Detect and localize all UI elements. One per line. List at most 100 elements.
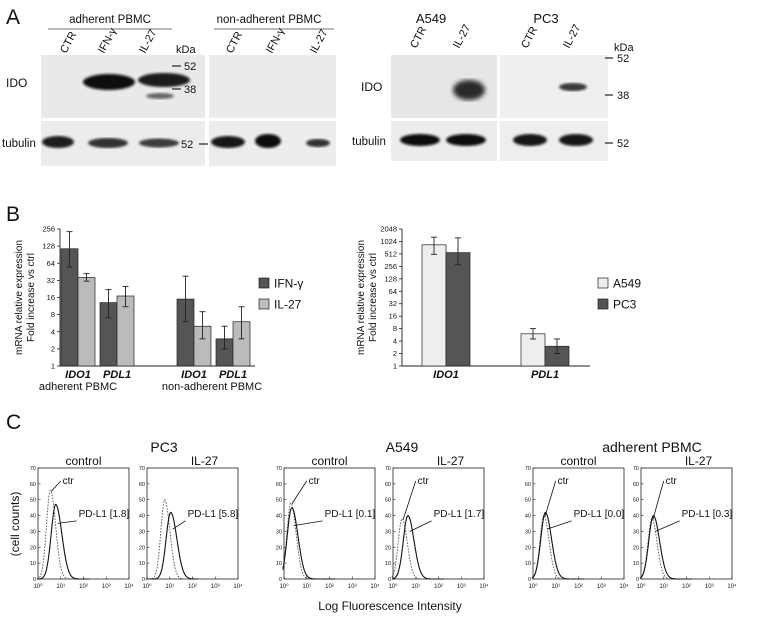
blot-band	[138, 73, 190, 87]
panel-a-label: A	[6, 6, 20, 29]
y-tick-label: 40	[385, 514, 391, 520]
y-tick-label: 1	[393, 362, 397, 371]
ctr-histogram	[36, 489, 90, 580]
annotation-arrow	[291, 480, 307, 505]
y-tick-label: 70	[139, 466, 145, 472]
pdl1-label: PD-L1 [0.0]	[574, 509, 625, 520]
x-tick-label: 10⁰	[142, 583, 152, 590]
blot-band	[453, 80, 485, 100]
x-tick-label: 10³	[597, 584, 606, 590]
blot2-row-label-tubulin: tubulin	[352, 136, 386, 148]
annotation-arrow	[547, 520, 572, 530]
ctr-label: ctr	[418, 476, 430, 487]
pdl1-label: PD-L1 [1.8]	[79, 509, 130, 520]
plot-frame	[283, 467, 376, 580]
x-tick-label: 10¹	[659, 584, 668, 590]
x-tick-label: 10⁴	[370, 583, 380, 590]
y-axis-title: mRNA relative expression	[14, 240, 25, 355]
pdl1-histogram	[391, 515, 445, 580]
y-tick-label: 8	[393, 324, 397, 333]
y-tick-label: 64	[47, 259, 55, 268]
y-tick-label: 30	[385, 529, 391, 535]
y-tick-label: 50	[633, 498, 639, 504]
ctr-histogram	[531, 514, 585, 580]
y-tick-label: 10	[525, 561, 531, 567]
pdl1-histogram	[282, 506, 336, 580]
blot2-marker-38: 38	[617, 90, 629, 102]
y-tick-label: 40	[633, 514, 639, 520]
pdl1-label: PD-L1 [0.3]	[682, 509, 733, 520]
x-tick-label: 10³	[457, 584, 466, 590]
y-tick-label: 20	[276, 545, 282, 551]
y-tick-label: 20	[525, 545, 531, 551]
category-label: PDL1	[219, 369, 247, 381]
plot-frame	[37, 467, 130, 580]
blot2-lane-label: CTR	[519, 25, 540, 51]
y-axis-title: mRNA relative expression	[356, 240, 367, 355]
y-tick-label: 70	[30, 466, 36, 472]
group-title: A549	[386, 439, 419, 455]
y-tick-label: 4	[51, 327, 55, 336]
y-tick-label: 70	[385, 466, 391, 472]
y-tick-label: 10	[30, 561, 36, 567]
y-tick-label: 40	[276, 514, 282, 520]
x-axis-title: Log Fluorescence Intensity	[318, 599, 461, 613]
bar-chart-cells: 1 2 4 8 16 32 64 128 256 512 1024 2048 mRNA relative…	[356, 225, 641, 382]
x-tick-label: 10⁰	[279, 583, 289, 590]
ctr-label: ctr	[558, 476, 570, 487]
pdl1-label: PD-L1 [1.7]	[434, 509, 485, 520]
y-tick-label: 32	[47, 276, 55, 285]
blot-band	[42, 136, 74, 148]
pdl1-histogram	[145, 511, 199, 580]
x-tick-label: 10²	[682, 584, 691, 590]
blot1-lane-label: IFN-γ	[96, 26, 119, 56]
y-tick-label: 0	[388, 577, 391, 583]
blot2-marker-52: 52	[617, 53, 629, 65]
y-tick-label: 20	[139, 545, 145, 551]
y-tick-label: 50	[139, 498, 145, 504]
blot2-lane-label: IL-27	[561, 23, 583, 51]
legend-swatch	[258, 298, 270, 310]
y-tick-label: 50	[525, 498, 531, 504]
blot-band	[146, 93, 174, 99]
legend-swatch	[597, 277, 609, 289]
y-tick-label: 0	[528, 577, 531, 583]
blot-band	[88, 138, 128, 148]
blot-band	[559, 83, 587, 91]
y-tick-label: 64	[389, 287, 397, 296]
blot-band	[513, 134, 547, 146]
y-tick-label: 40	[139, 514, 145, 520]
panel-c-label: C	[6, 411, 21, 434]
y-tick-label: 70	[525, 466, 531, 472]
y-tick-label: 20	[30, 545, 36, 551]
y-tick-label: 30	[633, 529, 639, 535]
group-title: adherent PBMC	[602, 439, 702, 455]
y-tick-label: 10	[385, 561, 391, 567]
y-tick-label: 60	[276, 482, 282, 488]
x-tick-label: 10²	[79, 584, 88, 590]
group-label: adherent PBMC	[39, 381, 117, 393]
y-tick-label: 2	[51, 344, 55, 353]
x-tick-label: 10⁰	[636, 583, 646, 590]
x-tick-label: 10⁰	[388, 583, 398, 590]
y-tick-label: 60	[633, 482, 639, 488]
blot2-group-a549: A549	[416, 11, 446, 26]
x-tick-label: 10³	[348, 584, 357, 590]
x-tick-label: 10³	[102, 584, 111, 590]
x-tick-label: 10²	[574, 584, 583, 590]
bar	[445, 252, 471, 367]
y-tick-label: 40	[30, 514, 36, 520]
x-tick-label: 10¹	[302, 584, 311, 590]
bar-chart-pbmc: 1 2 4 8 16 32 64 128 256 mRNA relative expression…	[14, 225, 303, 394]
x-tick-label: 10⁰	[33, 583, 43, 590]
blot1-lane-label: CTR	[224, 30, 245, 56]
x-tick-label: 10¹	[551, 584, 560, 590]
y-tick-label: 2	[393, 349, 397, 358]
blot2-lane-label: IL-27	[451, 23, 473, 51]
x-tick-label: 10⁴	[619, 583, 629, 590]
blot2-row-label-ido: IDO	[361, 80, 382, 94]
blot1-group-nonadherent: non-adherent PBMC	[217, 14, 322, 26]
blot1-row-label-tubulin: tubulin	[2, 138, 36, 150]
blot2-lane-label: CTR	[408, 25, 429, 51]
plot-frame	[392, 467, 485, 580]
